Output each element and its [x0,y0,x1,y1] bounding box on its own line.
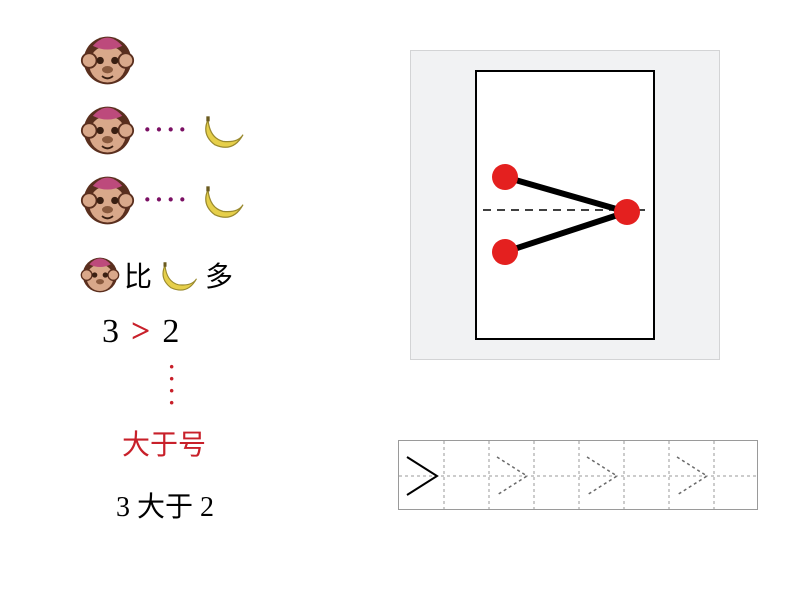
banana-icon [156,255,201,295]
monkey-icon [80,33,135,88]
monkey-icon [80,255,120,295]
compare-sentence: 比 多 [80,255,380,295]
diagram-frame [475,70,655,340]
greater-than-diagram [477,72,657,342]
compare-word-duo: 多 [205,255,233,295]
monkey-row-3: ···· [80,170,380,230]
num-left: 3 [102,313,131,350]
writing-practice-strip [398,440,758,510]
monkey-icon [80,103,135,158]
connector-dots: ···· [168,361,380,409]
num-right: 2 [162,313,191,350]
correspondence-dots: ···· [143,115,190,145]
sign-label: 大于号 [122,423,380,463]
monkey-icon [80,173,135,228]
left-column: ···· ···· [80,30,380,525]
banana-icon [198,108,248,153]
monkey-row-1 [80,30,380,90]
reading-sentence: 3 大于 2 [116,485,380,525]
correspondence-dots: ···· [143,185,190,215]
inequality: 3>2 [102,313,380,351]
diagram-panel [410,50,720,360]
practice-grid [399,441,759,511]
compare-word-bi: 比 [124,255,152,295]
banana-icon [198,178,248,223]
greater-than-sign: > [131,313,162,350]
monkey-row-2: ···· [80,100,380,160]
